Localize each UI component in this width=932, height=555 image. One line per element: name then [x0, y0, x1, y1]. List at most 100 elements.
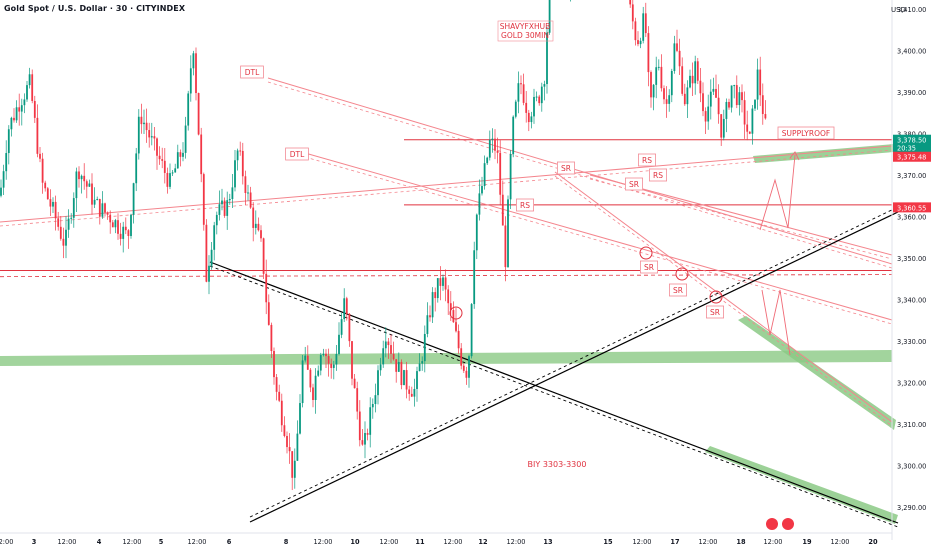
- candle-bear[interactable]: [54, 201, 57, 219]
- candle-bear[interactable]: [104, 203, 106, 213]
- candle-bull[interactable]: [533, 96, 535, 117]
- candle-bear[interactable]: [395, 359, 398, 372]
- candle-bear[interactable]: [647, 33, 650, 73]
- candle-bear[interactable]: [457, 330, 460, 349]
- candle-bull[interactable]: [208, 265, 210, 282]
- candle-bull[interactable]: [135, 153, 138, 184]
- candle-bull[interactable]: [70, 217, 73, 219]
- candle-bear[interactable]: [527, 112, 530, 123]
- candle-bull[interactable]: [314, 375, 317, 400]
- candle-bear[interactable]: [356, 388, 359, 412]
- red-trend-line-dashed[interactable]: [589, 178, 893, 260]
- candle-bear[interactable]: [83, 175, 86, 182]
- candle-bull[interactable]: [72, 198, 75, 218]
- candle-bear[interactable]: [746, 124, 749, 132]
- candle-bull[interactable]: [338, 334, 340, 354]
- candle-bear[interactable]: [223, 200, 226, 216]
- candle-bear[interactable]: [161, 159, 164, 161]
- touch-circle[interactable]: [709, 290, 723, 304]
- candle-bull[interactable]: [226, 200, 229, 216]
- candle-bull[interactable]: [416, 371, 418, 389]
- candle-bear[interactable]: [325, 353, 327, 357]
- black-trend-line-down[interactable]: [209, 261, 899, 524]
- candle-bear[interactable]: [348, 313, 351, 342]
- candle-bull[interactable]: [670, 71, 673, 96]
- candle-bull[interactable]: [150, 136, 153, 138]
- candle-bear[interactable]: [36, 117, 39, 154]
- candle-bear[interactable]: [720, 114, 723, 138]
- candle-bear[interactable]: [392, 353, 395, 360]
- candle-bear[interactable]: [278, 391, 281, 401]
- candle-bear[interactable]: [366, 433, 369, 435]
- candle-bear[interactable]: [195, 53, 197, 94]
- candle-bear[interactable]: [358, 411, 361, 441]
- sr-label-2-box[interactable]: [625, 177, 644, 191]
- candle-bear[interactable]: [650, 72, 652, 98]
- red-trend-line-dashed[interactable]: [554, 175, 893, 427]
- price-tag-bg[interactable]: [893, 134, 931, 153]
- touch-circle[interactable]: [639, 246, 653, 260]
- candle-bull[interactable]: [517, 83, 520, 102]
- candle-bear[interactable]: [283, 425, 286, 436]
- candle-bear[interactable]: [18, 107, 21, 112]
- candle-bear[interactable]: [265, 273, 268, 303]
- candle-bull[interactable]: [132, 183, 135, 215]
- candle-bull[interactable]: [20, 105, 23, 112]
- candle-bear[interactable]: [429, 315, 431, 318]
- candle-bull[interactable]: [52, 201, 54, 207]
- candle-bull[interactable]: [210, 249, 213, 266]
- candle-bull[interactable]: [215, 214, 218, 226]
- candle-bear[interactable]: [62, 238, 65, 246]
- candle-bear[interactable]: [748, 131, 751, 134]
- candle-bear[interactable]: [702, 93, 704, 112]
- candle-bull[interactable]: [101, 203, 104, 217]
- candle-bull[interactable]: [254, 223, 257, 228]
- candle-bull[interactable]: [426, 315, 429, 334]
- candle-bull[interactable]: [96, 199, 99, 201]
- rs-label-3-box[interactable]: [649, 168, 668, 182]
- candle-bull[interactable]: [143, 122, 145, 125]
- candle-bear[interactable]: [699, 80, 702, 94]
- candle-bull[interactable]: [379, 364, 382, 371]
- candle-bull[interactable]: [540, 86, 543, 104]
- candle-bear[interactable]: [410, 393, 413, 397]
- candle-bull[interactable]: [514, 101, 517, 117]
- candle-bull[interactable]: [304, 355, 307, 361]
- candle-bull[interactable]: [374, 395, 377, 404]
- candle-bear[interactable]: [678, 50, 681, 67]
- red-trend-line-dashed[interactable]: [304, 156, 893, 325]
- candle-bull[interactable]: [317, 370, 320, 376]
- candle-bear[interactable]: [501, 194, 504, 226]
- candle-bear[interactable]: [41, 158, 44, 183]
- candle-bull[interactable]: [340, 319, 343, 335]
- candle-bull[interactable]: [137, 116, 140, 154]
- candle-bull[interactable]: [369, 407, 372, 435]
- candle-bear[interactable]: [681, 66, 684, 94]
- dtl-label-1-box[interactable]: [240, 65, 264, 79]
- red-trend-line[interactable]: [304, 152, 893, 321]
- candle-bear[interactable]: [327, 356, 330, 364]
- projection-arrow-up[interactable]: [759, 154, 796, 231]
- candle-bull[interactable]: [468, 356, 470, 378]
- candle-bear[interactable]: [91, 183, 93, 205]
- candle-bull[interactable]: [668, 95, 671, 104]
- candle-bull[interactable]: [7, 129, 10, 154]
- candle-bear[interactable]: [400, 361, 403, 386]
- price-tag-bg[interactable]: [893, 202, 931, 213]
- candle-bull[interactable]: [709, 91, 712, 107]
- candle-bear[interactable]: [179, 152, 182, 157]
- rs-label-1-box[interactable]: [516, 198, 535, 212]
- candle-bull[interactable]: [655, 67, 658, 85]
- candle-bear[interactable]: [447, 289, 450, 304]
- candle-bear[interactable]: [257, 223, 260, 231]
- candle-bear[interactable]: [504, 225, 507, 268]
- price-tag-bg[interactable]: [893, 151, 931, 162]
- candle-bull[interactable]: [725, 101, 728, 119]
- candle-bear[interactable]: [163, 160, 166, 173]
- candle-bull[interactable]: [15, 107, 18, 121]
- candle-bear[interactable]: [106, 212, 109, 215]
- candle-bull[interactable]: [413, 388, 416, 397]
- red-trend-line[interactable]: [554, 171, 893, 423]
- event-flag-icon[interactable]: [782, 518, 794, 530]
- candle-bull[interactable]: [423, 333, 426, 362]
